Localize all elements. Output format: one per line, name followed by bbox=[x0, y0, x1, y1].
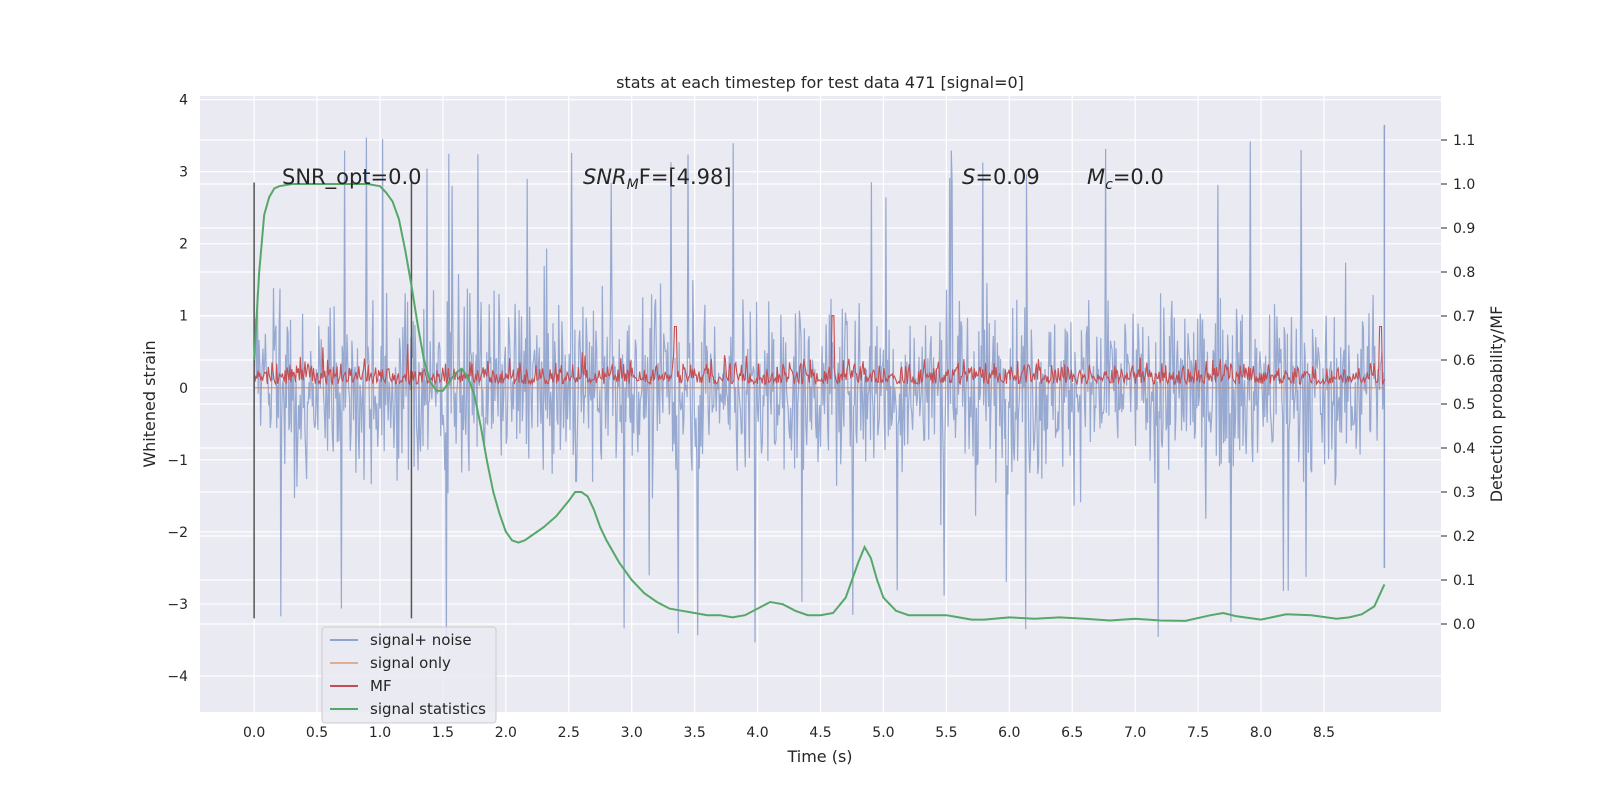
annotation-snr-mf: SNRMF=[4.98] bbox=[583, 165, 732, 193]
y-axis-left-ticks: 4 3 2 1 0 −1 −2 −3 −4 bbox=[167, 93, 188, 685]
x-tick-label: 1.5 bbox=[432, 725, 454, 741]
y-left-tick-label: 1 bbox=[179, 309, 188, 325]
y-right-tick-label: 0.2 bbox=[1453, 529, 1475, 545]
x-tick-label: 6.5 bbox=[1061, 725, 1083, 741]
x-tick-label: 7.5 bbox=[1187, 725, 1209, 741]
y-right-tick-label: 0.1 bbox=[1453, 573, 1475, 589]
y-left-tick-label: 0 bbox=[179, 381, 188, 397]
annotation-s-var: S bbox=[962, 165, 975, 189]
legend: signal+ noise signal only MF signal stat… bbox=[321, 626, 497, 724]
legend-label-signal-noise: signal+ noise bbox=[370, 631, 472, 649]
y-axis-right-ticks: 1.1 1.0 0.9 0.8 0.7 0.6 0.5 0.4 0.3 0.2 0.1 0.0 bbox=[1441, 133, 1475, 633]
x-tick-label: 6.0 bbox=[998, 725, 1020, 741]
x-tick-label: 3.5 bbox=[684, 725, 706, 741]
legend-label-mf: MF bbox=[370, 677, 392, 695]
y-left-tick-label: −4 bbox=[167, 669, 188, 685]
x-tick-label: 3.0 bbox=[621, 725, 643, 741]
annotation-s-val: =0.09 bbox=[975, 165, 1039, 189]
time-markers bbox=[253, 182, 413, 619]
y-right-tick-label: 0.3 bbox=[1453, 485, 1475, 501]
y-right-tick-label: 0.4 bbox=[1453, 441, 1475, 457]
x-tick-label: 7.0 bbox=[1124, 725, 1146, 741]
annotation-mc: Mc=0.0 bbox=[1087, 165, 1164, 193]
mf-line bbox=[253, 315, 1385, 387]
x-tick-label: 4.5 bbox=[809, 725, 831, 741]
y-right-tick-label: 0.0 bbox=[1453, 617, 1475, 633]
legend-label-signal-statistics: signal statistics bbox=[370, 700, 486, 718]
y-axis-right-label: Detection probability/MF bbox=[1487, 306, 1506, 503]
x-tick-label: 2.0 bbox=[495, 725, 517, 741]
x-tick-label: 8.0 bbox=[1250, 725, 1272, 741]
x-tick-label: 5.0 bbox=[872, 725, 894, 741]
annotation-mc-val: =0.0 bbox=[1113, 165, 1164, 189]
y-right-tick-label: 0.9 bbox=[1453, 221, 1475, 237]
annotation-mc-var: M bbox=[1087, 165, 1105, 189]
y-left-tick-label: 2 bbox=[179, 237, 188, 253]
legend-label-signal-only: signal only bbox=[370, 654, 451, 672]
x-tick-label: 1.0 bbox=[369, 725, 391, 741]
x-axis-label: Time (s) bbox=[786, 747, 852, 766]
series-mf bbox=[253, 315, 1385, 387]
annotation-snr-mf-tail: F=[4.98] bbox=[639, 165, 732, 189]
x-axis-ticks: 0.0 0.5 1.0 1.5 2.0 2.5 3.0 3.5 4.0 4.5 5.0 5.5 6.0 6… bbox=[243, 725, 1335, 741]
annotation-snr-mf-sub: M bbox=[627, 177, 639, 193]
x-tick-label: 8.5 bbox=[1313, 725, 1335, 741]
x-tick-label: 4.0 bbox=[746, 725, 768, 741]
x-tick-label: 0.5 bbox=[306, 725, 328, 741]
x-tick-label: 0.0 bbox=[243, 725, 265, 741]
y-right-tick-label: 0.5 bbox=[1453, 397, 1475, 413]
chart-title: stats at each timestep for test data 471… bbox=[616, 73, 1024, 92]
y-left-tick-label: −1 bbox=[167, 453, 188, 469]
y-left-tick-label: −2 bbox=[167, 525, 188, 541]
annotation-snr-mf-label: SNR bbox=[583, 165, 627, 189]
annotation-snr-opt: SNR_opt=0.0 bbox=[282, 165, 422, 190]
y-left-tick-label: −3 bbox=[167, 597, 188, 613]
annotation-mc-sub: c bbox=[1105, 177, 1113, 193]
y-right-tick-label: 0.6 bbox=[1453, 353, 1475, 369]
legend-box bbox=[321, 626, 497, 724]
x-tick-label: 2.5 bbox=[558, 725, 580, 741]
y-left-tick-label: 3 bbox=[179, 165, 188, 181]
y-axis-left-label: Whitened strain bbox=[140, 340, 159, 467]
y-right-tick-label: 1.0 bbox=[1453, 177, 1475, 193]
annotation-s: S=0.09 bbox=[962, 165, 1040, 189]
y-right-tick-label: 0.7 bbox=[1453, 309, 1475, 325]
series-signal-statistics bbox=[253, 183, 1386, 622]
y-right-tick-label: 1.1 bbox=[1453, 133, 1475, 149]
x-tick-label: 5.5 bbox=[935, 725, 957, 741]
y-left-tick-label: 4 bbox=[179, 93, 188, 109]
y-right-tick-label: 0.8 bbox=[1453, 265, 1475, 281]
